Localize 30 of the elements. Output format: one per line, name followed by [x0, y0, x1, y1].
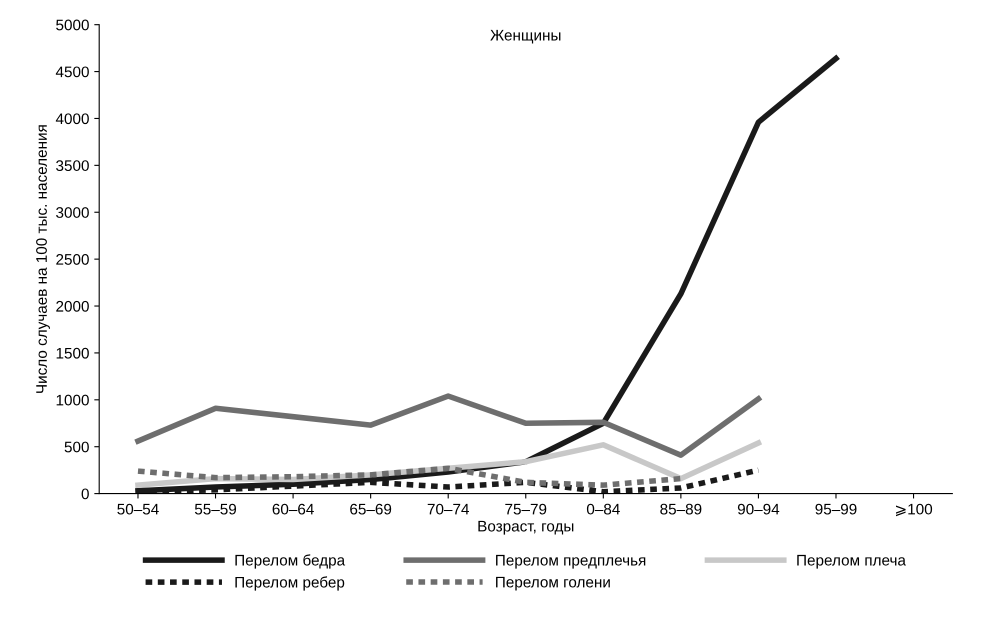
x-tick-label: 50–54	[117, 504, 159, 515]
y-tick-label: 3500	[56, 160, 89, 172]
y-tick-label: 3000	[56, 207, 89, 218]
chart-title: Женщины	[490, 30, 560, 44]
x-tick-label: 75–79	[505, 504, 546, 515]
x-axis-title: Возраст, годы	[478, 520, 574, 535]
x-tick-label: 0–84	[586, 504, 620, 515]
y-tick-label: 4000	[56, 113, 89, 124]
x-tick-label: ⩾100	[896, 504, 932, 516]
y-tick-label: 2500	[56, 254, 89, 265]
y-tick-label: 4500	[56, 66, 89, 78]
y-tick-label: 5000	[56, 20, 89, 30]
legend-label: Перелом предплечья	[496, 554, 646, 569]
x-tick-label: 55–59	[194, 504, 236, 515]
x-tick-label: 85–89	[660, 504, 702, 515]
y-tick-label: 500	[64, 442, 89, 452]
x-tick-label: 95–99	[815, 504, 857, 515]
y-tick-label: 1000	[56, 394, 89, 406]
y-axis-title: Число случаев на 100 тыс. населения	[36, 125, 50, 393]
y-tick-label: 2000	[56, 300, 89, 312]
y-tick-label: 1500	[56, 348, 89, 359]
legend-label: Перелом голени	[496, 576, 610, 590]
x-tick-label: 65–69	[350, 504, 392, 515]
x-tick-label: 90–94	[738, 504, 780, 515]
legend-label: Перелом бедра	[235, 554, 346, 569]
y-tick-label: 0	[82, 488, 89, 500]
x-tick-label: 60–64	[272, 504, 314, 515]
x-tick-label: 70–74	[428, 504, 469, 515]
legend-label: Перелом ребер	[235, 576, 344, 591]
legend-label: Перелом плеча	[797, 554, 906, 569]
